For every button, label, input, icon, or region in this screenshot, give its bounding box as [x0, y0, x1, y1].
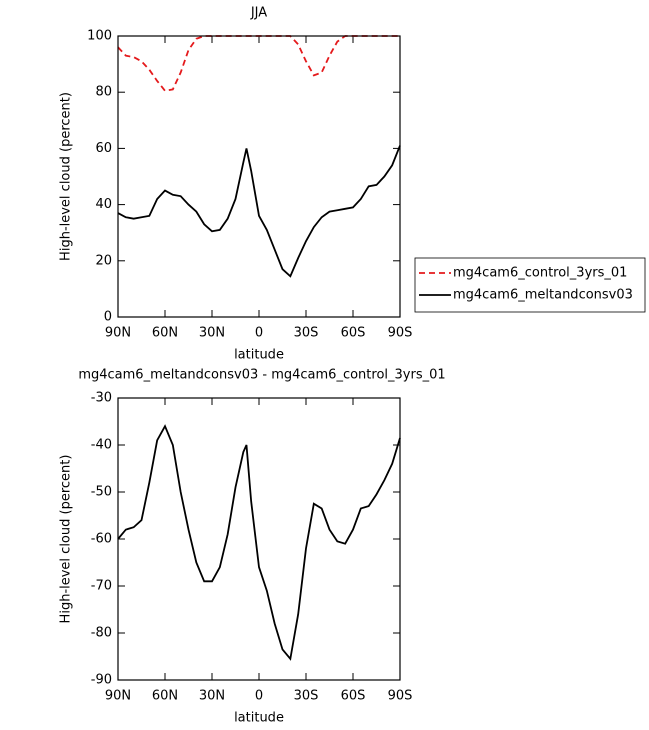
x-tick-label: 30S: [294, 689, 319, 704]
x-tick-label: 60S: [341, 689, 366, 704]
legend-label: mg4cam6_meltandconsv03: [453, 288, 633, 303]
y-axis-label: High-level cloud (percent): [59, 455, 74, 624]
y-tick-label: 20: [95, 253, 112, 268]
y-tick-label: -30: [91, 391, 112, 406]
data-line: [117, 424, 401, 661]
y-tick-label: -60: [91, 532, 112, 547]
x-tick-label: 90S: [388, 326, 413, 341]
chart-title: mg4cam6_meltandconsv03 - mg4cam6_control…: [78, 368, 445, 383]
x-tick-label: 30N: [199, 326, 225, 341]
y-tick-label: -50: [91, 485, 112, 500]
data-line: [117, 145, 401, 278]
chart-title: JJA: [250, 6, 267, 21]
legend-label: mg4cam6_control_3yrs_01: [453, 266, 627, 281]
y-tick-label: -70: [91, 579, 112, 594]
x-tick-label: 60N: [152, 326, 178, 341]
y-tick-label: 80: [95, 85, 112, 100]
y-axis-label: High-level cloud (percent): [59, 92, 74, 261]
y-tick-label: -80: [91, 626, 112, 641]
x-tick-label: 60N: [152, 689, 178, 704]
y-tick-label: 60: [95, 141, 112, 156]
y-tick-label: 100: [87, 29, 112, 44]
x-tick-label: 90N: [105, 689, 131, 704]
y-tick-label: 0: [104, 310, 112, 325]
y-tick-label: 40: [95, 197, 112, 212]
y-tick-label: -40: [91, 438, 112, 453]
x-tick-label: 0: [255, 326, 263, 341]
plot-frame: [117, 35, 401, 318]
y-tick-label: -90: [91, 673, 112, 688]
x-axis-label: latitude: [234, 711, 284, 726]
x-tick-label: 90S: [388, 689, 413, 704]
x-tick-label: 30S: [294, 326, 319, 341]
x-tick-label: 90N: [105, 326, 131, 341]
x-tick-label: 30N: [199, 689, 225, 704]
x-axis-label: latitude: [234, 348, 284, 363]
x-tick-label: 0: [255, 689, 263, 704]
legend-box: [414, 257, 646, 313]
x-tick-label: 60S: [341, 326, 366, 341]
data-line: [117, 35, 400, 92]
plot-frame: [117, 397, 401, 681]
